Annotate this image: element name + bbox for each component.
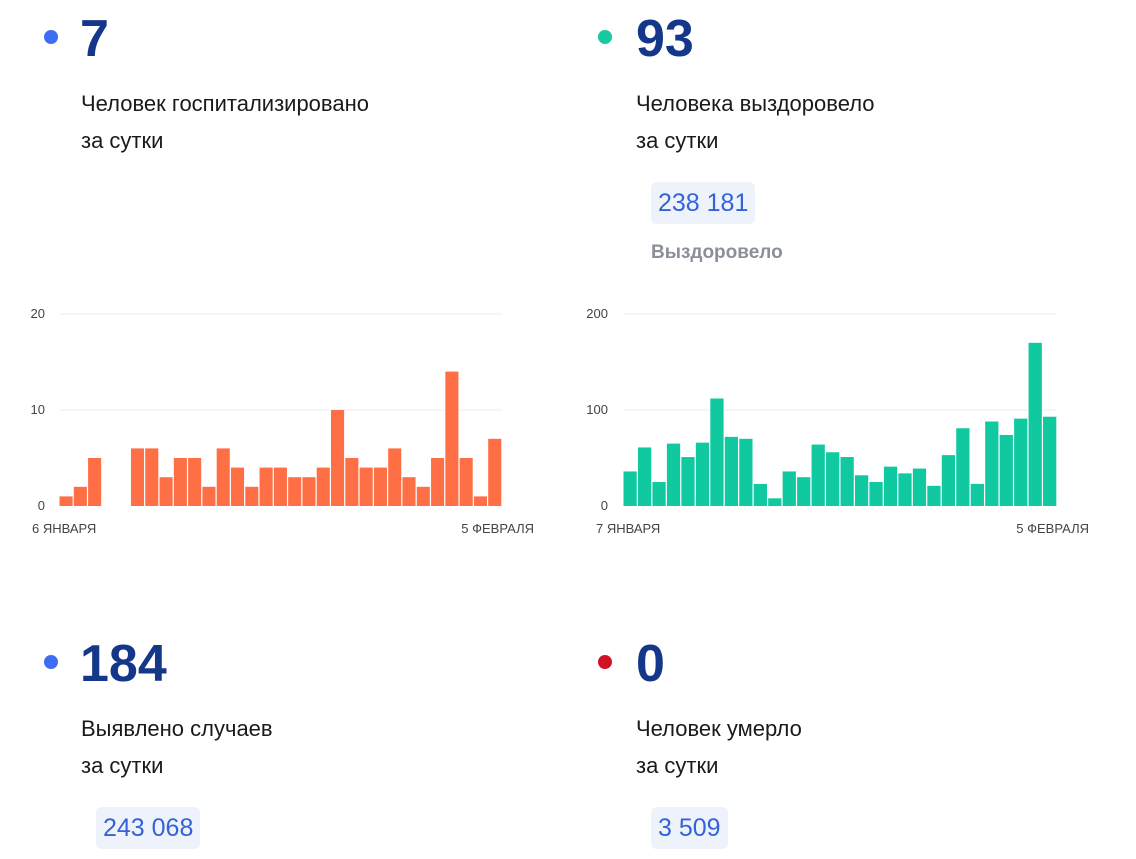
recovered-chart-bar bbox=[941, 455, 956, 506]
hospitalized-chart-bar bbox=[331, 410, 345, 506]
recovered-chart-bar bbox=[753, 483, 767, 506]
recovered-bar-chart: 0 100 200 7 ЯНВАРЯ 5 ФЕВРАЛЯ bbox=[586, 306, 1089, 536]
hospitalized-chart-x-start-label: 6 ЯНВАРЯ bbox=[32, 521, 96, 536]
hospitalized-chart-bar bbox=[445, 371, 459, 506]
hospitalized-label-line2: за сутки bbox=[81, 128, 164, 153]
recovered-chart-bar bbox=[869, 482, 883, 506]
hospitalized-chart-bar bbox=[145, 448, 159, 506]
recovered-chart-bar bbox=[970, 483, 984, 506]
recovered-label-line2: за сутки bbox=[636, 128, 719, 153]
recovered-dot bbox=[598, 30, 612, 44]
hospitalized-chart-bar bbox=[345, 458, 359, 506]
hospitalized-chart-bar bbox=[288, 477, 302, 506]
hospitalized-chart-bar bbox=[259, 467, 273, 506]
hospitalized-chart-bar bbox=[402, 477, 416, 506]
hospitalized-bar-chart: 0 10 20 6 ЯНВАРЯ 5 ФЕВРАЛЯ bbox=[31, 306, 534, 536]
hospitalized-chart-bar bbox=[159, 477, 173, 506]
hospitalized-chart-bar bbox=[130, 448, 145, 506]
hospitalized-chart-bar bbox=[230, 467, 245, 506]
hospitalized-chart-bar bbox=[431, 458, 445, 506]
hospitalized-chart-bar bbox=[302, 477, 316, 506]
hospitalized-chart-y-tick-label: 0 bbox=[38, 498, 45, 513]
recovered-total-label: Выздоровело bbox=[651, 242, 783, 263]
recovered-chart-bar bbox=[681, 457, 695, 506]
deaths-count: 0 bbox=[636, 635, 665, 693]
recovered-chart-bar bbox=[695, 442, 710, 506]
recovered-chart-y-tick-label: 0 bbox=[601, 498, 608, 513]
recovered-chart-bar bbox=[724, 436, 739, 506]
recovered-chart-bar bbox=[811, 444, 825, 506]
hospitalized-chart-bar bbox=[459, 458, 473, 506]
hospitalized-chart-bar bbox=[188, 458, 202, 506]
recovered-chart-bar bbox=[985, 421, 999, 506]
recovered-chart-bar bbox=[666, 443, 681, 506]
hospitalized-chart-bar bbox=[373, 467, 387, 506]
hospitalized-chart-x-end-label: 5 ФЕВРАЛЯ bbox=[461, 521, 534, 536]
recovered-chart-bar bbox=[840, 457, 854, 506]
hospitalized-chart-bar bbox=[273, 467, 287, 506]
hospitalized-chart-bar bbox=[88, 458, 102, 506]
deaths-total: 3 509 bbox=[651, 807, 728, 849]
cases-total: 243 068 bbox=[96, 807, 201, 849]
recovered-chart-bar bbox=[652, 482, 666, 506]
recovered-chart-bar bbox=[739, 438, 753, 506]
hospitalized-chart-bar bbox=[59, 496, 73, 506]
hospitalized-chart-bar bbox=[488, 438, 502, 506]
recovered-chart-x-end-label: 5 ФЕВРАЛЯ bbox=[1016, 521, 1089, 536]
recovered-label-line1: Человека выздоровело bbox=[636, 91, 875, 116]
recovered-chart-bar bbox=[999, 434, 1013, 506]
cases-label-line2: за сутки bbox=[81, 753, 164, 778]
hospitalized-count: 7 bbox=[80, 10, 109, 68]
hospitalized-chart-y-tick-label: 20 bbox=[31, 306, 45, 321]
deaths-dot bbox=[598, 655, 612, 669]
recovered-chart-bar bbox=[1014, 418, 1028, 506]
recovered-chart-bar bbox=[623, 471, 637, 506]
hospitalized-chart-bar bbox=[388, 448, 402, 506]
recovered-chart-bar bbox=[797, 477, 811, 506]
recovered-chart-bar bbox=[782, 471, 796, 506]
cases-label-line1: Выявлено случаев bbox=[81, 716, 273, 741]
recovered-chart-bar bbox=[826, 452, 840, 506]
deaths-label-line2: за сутки bbox=[636, 753, 719, 778]
recovered-chart-bar bbox=[927, 485, 941, 506]
recovered-chart-bar bbox=[1043, 416, 1057, 506]
recovered-chart-y-tick-label: 100 bbox=[586, 402, 608, 417]
hospitalized-chart-y-tick-label: 10 bbox=[31, 402, 45, 417]
hospitalized-chart-bar bbox=[73, 486, 87, 506]
hospitalized-chart-bar bbox=[359, 467, 373, 506]
hospitalized-chart-bar bbox=[173, 458, 187, 506]
recovered-chart-y-tick-label: 200 bbox=[586, 306, 608, 321]
recovered-chart-bar bbox=[637, 447, 652, 506]
recovered-chart-bar bbox=[768, 498, 782, 506]
recovered-chart-bar bbox=[956, 428, 970, 506]
hospitalized-chart-bar bbox=[473, 496, 488, 506]
recovered-chart-bar bbox=[854, 475, 869, 506]
hospitalized-chart-bar bbox=[416, 486, 430, 506]
recovered-chart-x-start-label: 7 ЯНВАРЯ bbox=[596, 521, 660, 536]
hospitalized-chart-bar bbox=[202, 486, 216, 506]
recovered-chart-bar bbox=[1028, 342, 1042, 506]
recovered-total: 238 181 bbox=[651, 182, 756, 224]
cases-count: 184 bbox=[80, 635, 167, 693]
hospitalized-chart-bar bbox=[316, 467, 330, 506]
recovered-chart-bar bbox=[883, 466, 898, 506]
recovered-count: 93 bbox=[636, 10, 694, 68]
deaths-label-line1: Человек умерло bbox=[636, 716, 802, 741]
recovered-chart-bar bbox=[898, 473, 912, 506]
hospitalized-chart-bar bbox=[216, 448, 230, 506]
recovered-chart-bar bbox=[912, 468, 927, 506]
cases-dot bbox=[44, 655, 58, 669]
recovered-chart-bar bbox=[710, 398, 724, 506]
hospitalized-dot bbox=[44, 30, 58, 44]
hospitalized-label-line1: Человек госпитализировано bbox=[81, 91, 369, 116]
hospitalized-chart-bar bbox=[245, 486, 259, 506]
